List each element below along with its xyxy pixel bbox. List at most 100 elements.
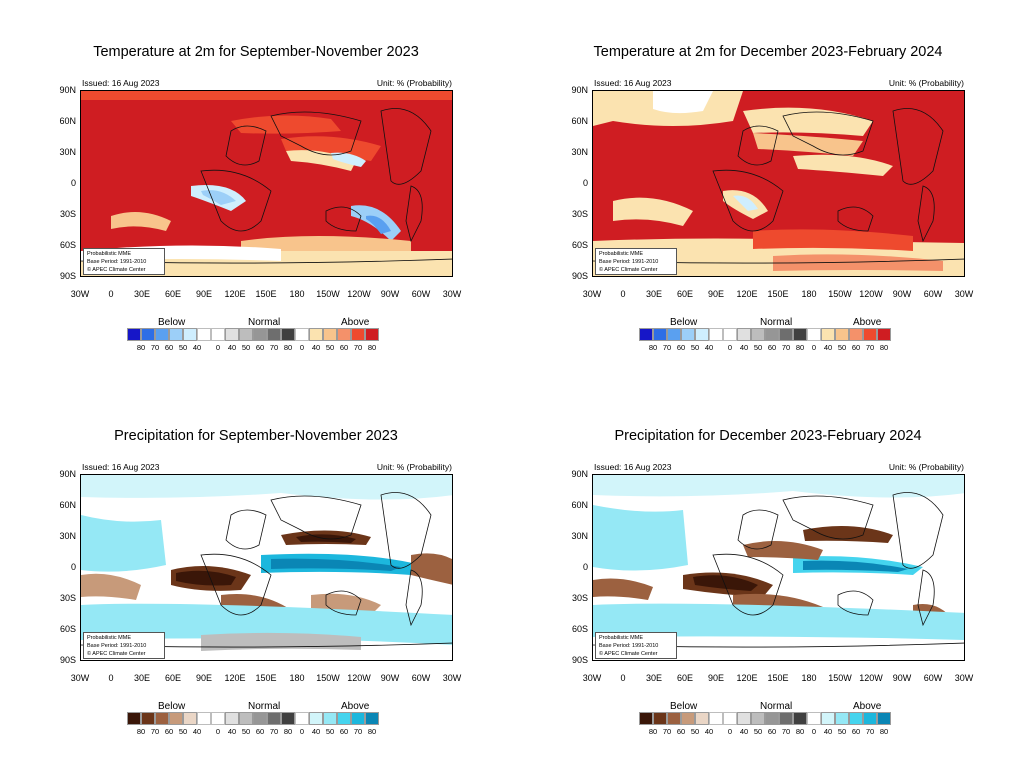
lon-tick-label: 90E [195,673,212,683]
lon-tick-label: 150W [828,673,852,683]
legend-swatches [639,712,891,725]
legend-swatch [807,712,821,725]
legend-tick: 0 [299,343,305,352]
lon-tick-label: 120W [347,289,371,299]
legend-tick: 40 [311,343,321,352]
lat-tick-label: 60S [59,624,76,634]
unit-label: Unit: % (Probability) [888,462,964,472]
info-line: Base Period: 1991-2010 [599,643,659,649]
lat-tick-label: 30S [59,593,76,603]
unit-label: Unit: % (Probability) [376,78,452,88]
legend-swatch [681,328,695,341]
legend-tick: 70 [662,343,672,352]
legend-tick: 40 [227,343,237,352]
info-line: Probabilistic MME [599,251,644,257]
lat-tick-label: 90N [59,469,76,479]
legend-swatch [323,712,337,725]
lat-tick-label: 30S [571,209,588,219]
legend-tick: 60 [767,343,777,352]
legend-swatch [281,328,295,341]
legend-swatch [863,712,877,725]
legend-tick: 60 [676,343,686,352]
lat-tick-label: 60N [59,500,76,510]
legend-tick: 60 [164,343,174,352]
legend-swatch [281,712,295,725]
legend-swatch [709,712,723,725]
lat-tick-label: 60S [571,240,588,250]
legend-head-normal: Normal [760,317,793,328]
issued-label: Issued: 16 Aug 2023 [594,462,672,472]
legend-tick: 60 [339,343,349,352]
lat-tick-label: 30S [59,209,76,219]
legend-tick: 70 [269,727,279,736]
lon-tick-label: 90W [892,289,912,299]
legend-swatch [295,328,309,341]
legend-head-normal: Normal [248,317,281,328]
legend-tick: 0 [811,343,817,352]
panel-title: Temperature at 2m for September-November… [93,44,419,60]
legend-tick: 50 [837,343,847,352]
unit-label: Unit: % (Probability) [888,78,964,88]
legend-swatch [225,712,239,725]
lon-tick-label: 90W [380,673,400,683]
legend-swatch [239,712,253,725]
legend-swatch [695,712,709,725]
legend-tick: 40 [704,727,714,736]
map-info-box: Probabilistic MME Base Period: 1991-2010… [595,248,677,275]
info-line: © APEC Climate Center [87,267,146,273]
lon-tick-label: 120E [224,289,246,299]
lat-tick-label: 60N [571,116,588,126]
legend-swatch [807,328,821,341]
legend-swatch [155,712,169,725]
legend-tick: 60 [255,343,265,352]
lon-tick-label: 30W [442,673,462,683]
legend-swatch [723,712,737,725]
legend-swatch [793,712,807,725]
legend-swatch [723,328,737,341]
legend-swatch [127,328,141,341]
legend-swatch [351,712,365,725]
legend-swatches [127,712,379,725]
lat-tick-label: 30N [59,147,76,157]
legend-tick: 60 [676,727,686,736]
legend-swatch [821,712,835,725]
lon-tick-label: 120W [859,289,883,299]
legend-tick: 40 [227,727,237,736]
legend-tick: 70 [865,343,875,352]
legend-swatch [667,328,681,341]
lon-tick-label: 0 [620,289,626,299]
legend-swatch [835,712,849,725]
legend-tick: 40 [704,343,714,352]
lat-tick-label: 90S [59,271,76,281]
lat-tick-label: 60N [59,116,76,126]
lon-tick-label: 150E [767,673,789,683]
legend-tick: 50 [241,343,251,352]
legend-tick: 40 [311,727,321,736]
legend-tick: 70 [781,727,791,736]
lon-tick-label: 0 [620,673,626,683]
legend-swatch [211,328,225,341]
legend-swatch [765,328,779,341]
legend-swatch [365,328,379,341]
legend-swatch [835,328,849,341]
legend-tick: 60 [339,727,349,736]
temperature-probability-map [80,90,453,277]
legend-tick: 70 [865,727,875,736]
temperature-probability-map [592,90,965,277]
legend-swatch [323,328,337,341]
lon-tick-label: 30E [133,673,150,683]
legend-swatch [309,712,323,725]
lon-tick-label: 30W [70,289,90,299]
lon-tick-label: 60W [411,289,431,299]
legend-tick: 40 [823,727,833,736]
panel-temp-djf: Temperature at 2m for December 2023-Febr… [512,0,1024,384]
info-line: Probabilistic MME [599,635,644,641]
legend-swatch [877,328,891,341]
legend-swatch [653,328,667,341]
map-info-box: Probabilistic MME Base Period: 1991-2010… [83,248,165,275]
legend-swatch [751,328,765,341]
legend-tick: 70 [150,343,160,352]
legend-head-below: Below [670,317,698,328]
legend-tick: 80 [367,343,377,352]
legend-tick: 40 [823,343,833,352]
